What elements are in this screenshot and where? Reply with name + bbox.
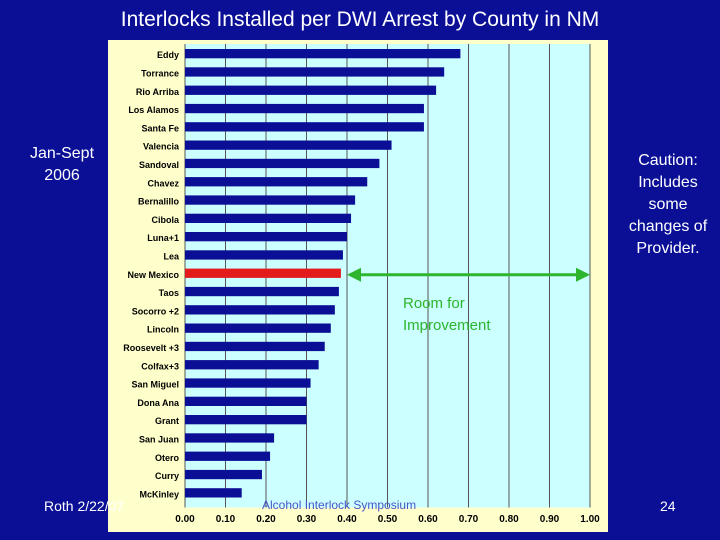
footer-event: Alcohol Interlock Symposium	[262, 498, 417, 512]
caution-line: Includes	[638, 174, 698, 191]
category-label: Lea	[163, 251, 180, 261]
arrow-head-left	[347, 267, 361, 282]
caution-line: Caution:	[638, 152, 698, 169]
x-tick-label: 0.20	[256, 514, 276, 525]
slide-title: Interlocks Installed per DWI Arrest by C…	[120, 8, 600, 31]
category-label: Bernalillo	[138, 197, 180, 207]
category-label: Roosevelt +3	[123, 343, 179, 353]
bar	[185, 286, 339, 297]
category-label: Cibola	[151, 215, 179, 225]
bar	[185, 67, 445, 77]
x-tick-label: 0.50	[378, 514, 398, 525]
x-tick-label: 0.90	[540, 514, 560, 525]
caution-line: changes of	[628, 218, 708, 235]
caution-line: Provider.	[636, 240, 700, 257]
bar	[185, 433, 275, 443]
bar	[185, 232, 347, 242]
category-label: Santa Fe	[141, 123, 179, 133]
date-range-line: Jan-Sept	[29, 145, 95, 162]
annotation-text: Improvement	[403, 317, 491, 334]
bar	[185, 49, 461, 59]
category-label: Lincoln	[147, 325, 179, 335]
footer-author: Roth 2/22/07	[44, 498, 125, 514]
bar	[185, 360, 319, 370]
bar	[185, 140, 392, 150]
category-label: Otero	[155, 453, 180, 463]
x-tick-label: 0.00	[175, 514, 195, 525]
bar	[185, 396, 307, 406]
category-label: Los Alamos	[128, 105, 179, 115]
x-tick-label: 0.30	[297, 514, 317, 525]
category-label: San Juan	[139, 434, 179, 444]
category-label: Grant	[155, 416, 179, 426]
bar	[185, 85, 437, 95]
page-number: 24	[660, 498, 676, 514]
bar	[185, 122, 424, 132]
bar	[185, 195, 356, 205]
bar	[185, 341, 325, 352]
bar	[185, 323, 331, 333]
x-tick-label: 0.10	[216, 514, 236, 525]
x-tick-label: 0.60	[418, 514, 438, 525]
category-label: San Miguel	[131, 380, 179, 390]
category-label: Socorro +2	[132, 306, 179, 316]
category-label: McKinley	[139, 489, 179, 499]
bar	[185, 469, 262, 480]
bar	[185, 378, 311, 388]
x-tick-label: 1.00	[580, 514, 600, 525]
category-label: Dona Ana	[137, 398, 180, 408]
category-label: Colfax+3	[141, 361, 179, 371]
category-label: Luna+1	[147, 233, 179, 243]
bar	[185, 305, 335, 315]
date-range-note: Jan-Sept 2006	[22, 143, 102, 187]
category-label: Rio Arriba	[136, 87, 180, 97]
bar	[185, 451, 271, 461]
bar	[185, 250, 343, 260]
category-label: Eddy	[157, 50, 179, 60]
x-tick-label: 0.70	[459, 514, 479, 525]
arrow-head-right	[576, 267, 590, 282]
category-label: Taos	[159, 288, 179, 298]
bar	[185, 158, 380, 169]
category-label: New Mexico	[127, 270, 179, 280]
x-tick-label: 0.40	[337, 514, 357, 525]
bar	[185, 268, 341, 278]
x-tick-label: 0.80	[499, 514, 519, 525]
bar	[185, 415, 307, 425]
caution-line: some	[648, 196, 688, 213]
annotation-text: Room for	[403, 295, 465, 312]
category-label: Valencia	[143, 142, 180, 152]
category-label: Sandoval	[139, 160, 179, 170]
bar	[185, 213, 352, 223]
bar	[185, 488, 242, 498]
caution-note: Caution: Includes some changes of Provid…	[618, 150, 718, 260]
category-label: Torrance	[141, 68, 179, 78]
category-label: Curry	[155, 471, 179, 481]
bar	[185, 103, 424, 114]
category-label: Chavez	[147, 178, 179, 188]
bar	[185, 177, 368, 187]
date-range-line: 2006	[44, 167, 80, 184]
